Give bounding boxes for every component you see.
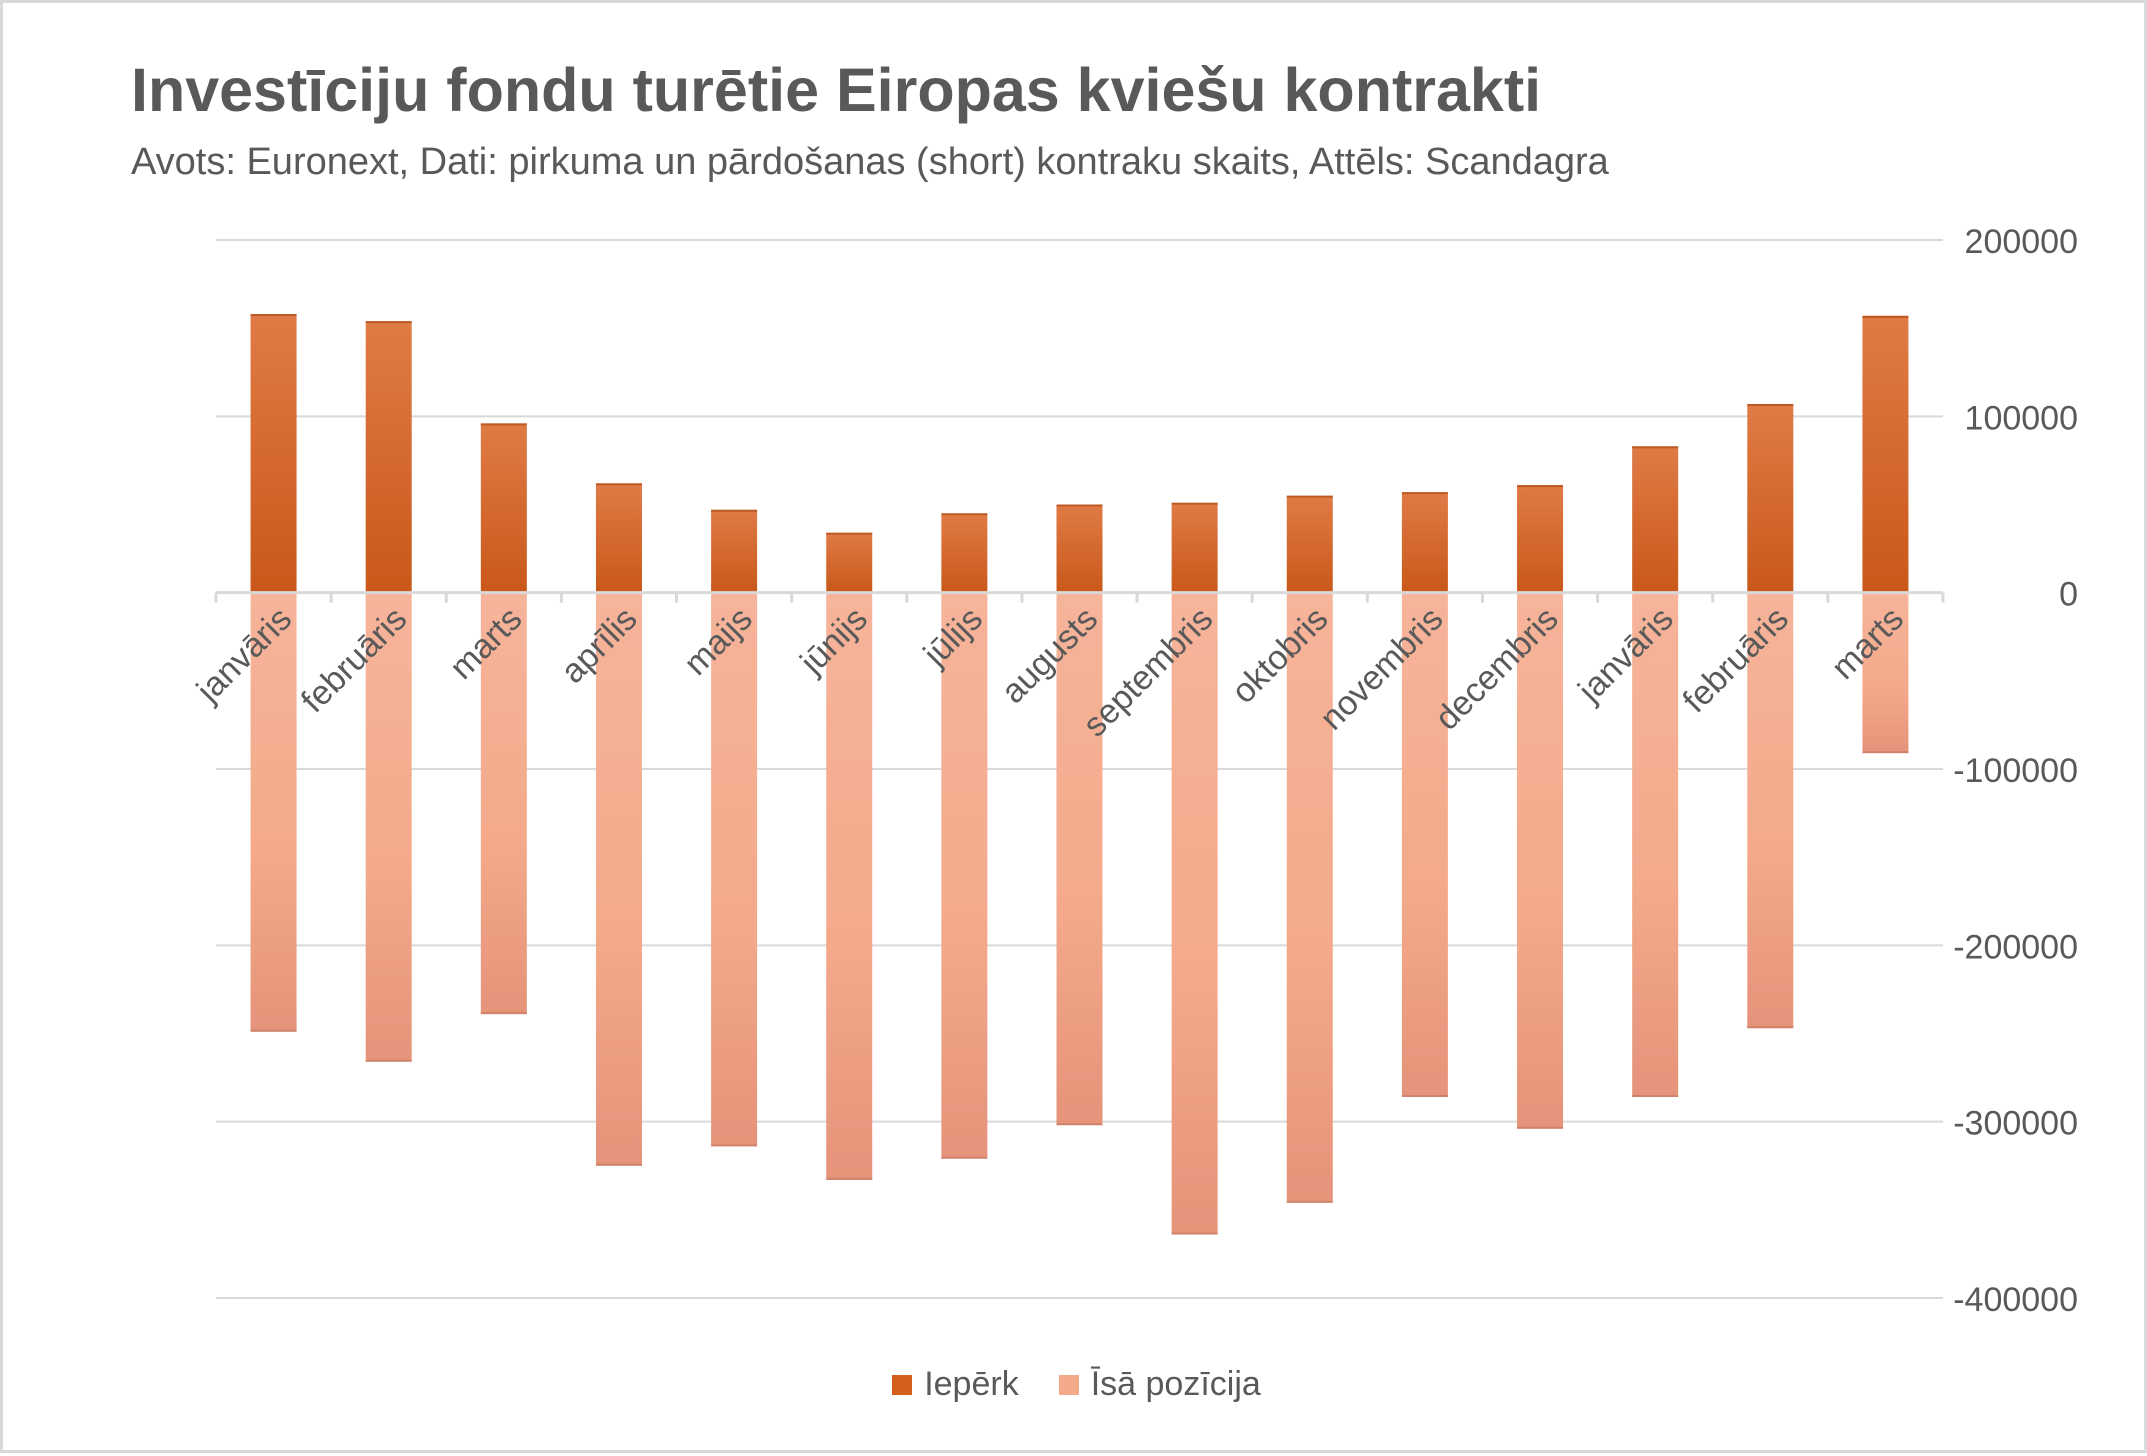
bar-short-edge [480,1012,527,1015]
bar-buy [250,314,297,593]
bar-short [1747,592,1794,1029]
bar-buy [826,532,873,593]
bar-buy [1171,502,1218,593]
bar-short [365,592,412,1062]
y-tick-label: 0 [2059,576,2078,614]
bar-short [1171,592,1218,1235]
bar-short [250,592,297,1032]
bar-short-edge [365,1059,412,1062]
bar-buy-edge [1286,495,1333,498]
chart-subtitle: Avots: Euronext, Dati: pirkuma un pārdoš… [131,141,1609,183]
bar-buy [711,509,758,593]
y-tick-label: 200000 [1965,223,2078,261]
legend-label-short: Īsā pozīcija [1090,1365,1261,1403]
bar-short [480,592,527,1015]
bar-short-edge [826,1177,873,1180]
bar-buy-edge [1056,504,1103,507]
bar-buy [1517,485,1564,593]
bar-buy [1747,403,1794,593]
legend-item-buy: Iepērk [892,1365,1019,1404]
bar-buy-edge [1517,485,1564,488]
bar-buy [1286,495,1333,593]
chart-title: Investīciju fondu turētie Eiropas kviešu… [131,56,1542,124]
bar-buy-edge [1862,315,1909,318]
bar-buy-edge [826,532,873,535]
y-tick-label: -200000 [1953,928,2078,966]
bar-short-edge [711,1144,758,1147]
bar-short [711,592,758,1147]
bar-buy [480,423,527,593]
bar-buy-edge [1632,446,1679,449]
bar-short [1401,592,1448,1097]
plot-area: 200000 100000 0 -100000 -200000 -300000 -40000… [189,223,2078,1319]
y-axis-ticks: 200000 100000 0 -100000 -200000 -300000 -40000… [1953,223,2078,1319]
bar-buy-edge [1171,502,1218,505]
bar-short [595,592,642,1166]
y-tick-label: -400000 [1953,1281,2078,1319]
legend-label-buy: Iepērk [924,1365,1019,1403]
bar-buy [365,321,412,593]
bar-buy [941,513,988,593]
bar-short [941,592,988,1159]
bar-buy-edge [480,423,527,426]
bar-buy [1056,504,1103,593]
bar-short [1862,592,1909,754]
bar-short [1517,592,1564,1129]
x-axis [214,591,1945,603]
y-tick-label: -100000 [1953,752,2078,790]
bar-buy-edge [1747,403,1794,406]
bar-short-edge [1171,1232,1218,1235]
y-tick-label: -300000 [1953,1105,2078,1143]
legend-swatch-short [1058,1374,1079,1395]
bar-buy-edge [595,483,642,486]
bar-short-edge [250,1029,297,1032]
bar-short [1056,592,1103,1126]
bar-buy [1401,492,1448,593]
bar-short-edge [1747,1026,1794,1029]
legend: Iepērk Īsā pozīcija [3,1365,2147,1404]
bar-short-edge [1862,751,1909,754]
bar-short-edge [1632,1094,1679,1097]
bar-short-edge [595,1163,642,1166]
legend-swatch-buy [892,1374,913,1395]
bar-short-edge [1517,1126,1564,1129]
bar-short-edge [1286,1200,1333,1203]
bars [250,314,1909,1235]
bar-short-edge [941,1156,988,1159]
bar-short-edge [1401,1094,1448,1097]
bar-buy-edge [711,509,758,512]
bar-short-edge [1056,1123,1103,1126]
bar-buy-edge [1401,492,1448,495]
bar-buy [595,483,642,593]
legend-item-short: Īsā pozīcija [1058,1365,1261,1404]
bar-buy-edge [250,314,297,317]
bar-buy-edge [941,513,988,516]
y-tick-label: 100000 [1965,399,2078,437]
bar-buy [1862,315,1909,593]
bar-buy-edge [365,321,412,324]
bar-short [1286,592,1333,1203]
bar-short [1632,592,1679,1097]
bar-short [826,592,873,1180]
bar-buy [1632,446,1679,593]
